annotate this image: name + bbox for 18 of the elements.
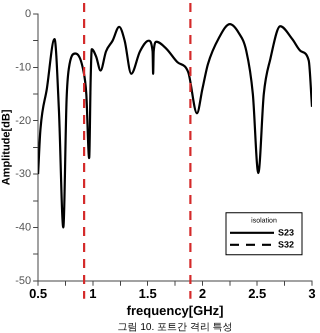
y-tick-label: -50 — [15, 274, 32, 287]
line-series — [38, 23, 312, 229]
legend-label: S23 — [278, 227, 294, 238]
x-tick-label: 2.5 — [248, 286, 266, 302]
y-tick-label: 0 — [24, 8, 32, 20]
y-tick-label: -20 — [15, 114, 32, 127]
x-tick-label: 1 — [89, 286, 96, 302]
x-tick-label: 1.5 — [138, 286, 157, 302]
y-tick-label: -10 — [15, 61, 32, 74]
y-axis-title: Amplitude[dB] — [0, 109, 13, 186]
x-tick-label: 0.5 — [29, 286, 48, 302]
caption: 그림 10. 포트간 격리 특성 — [118, 322, 233, 333]
y-tick-label: -30 — [15, 168, 32, 180]
y-tick-label: -40 — [15, 221, 32, 234]
x-tick-label: 2 — [198, 286, 206, 302]
x-tick-label: 3 — [308, 286, 316, 302]
x-axis-title: frequency[GHz] — [126, 302, 224, 318]
legend-label: S32 — [278, 239, 294, 250]
